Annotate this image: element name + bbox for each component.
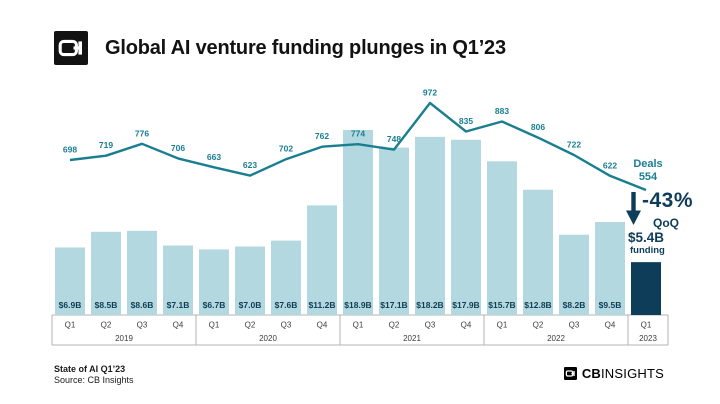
svg-text:$11.2B: $11.2B — [309, 300, 336, 310]
svg-text:2020: 2020 — [259, 334, 277, 343]
svg-text:$8.6B: $8.6B — [131, 300, 154, 310]
svg-text:$18.2B: $18.2B — [416, 300, 443, 310]
svg-text:Q2: Q2 — [101, 321, 112, 330]
pct-period: QoQ — [653, 216, 679, 230]
source-line: Source: CB Insights — [54, 374, 134, 385]
svg-text:Q1: Q1 — [209, 321, 220, 330]
header: Global AI venture funding plunges in Q1’… — [54, 31, 506, 65]
footer-source-block: State of AI Q1’23 Source: CB Insights — [54, 364, 134, 385]
svg-text:Q2: Q2 — [533, 321, 544, 330]
funding-bar — [523, 189, 553, 315]
svg-text:Q4: Q4 — [317, 321, 328, 330]
svg-text:Q3: Q3 — [137, 321, 148, 330]
funding-bar — [559, 234, 589, 315]
svg-text:806: 806 — [531, 122, 545, 132]
svg-text:$18.9B: $18.9B — [344, 300, 371, 310]
svg-text:722: 722 — [567, 140, 581, 150]
svg-text:$8.5B: $8.5B — [95, 300, 118, 310]
svg-text:835: 835 — [459, 116, 473, 126]
svg-text:776: 776 — [135, 128, 149, 138]
brand-insights: INSIGHTS — [601, 366, 664, 381]
svg-text:762: 762 — [315, 131, 329, 141]
svg-text:663: 663 — [207, 152, 221, 162]
svg-text:2021: 2021 — [403, 334, 421, 343]
svg-text:972: 972 — [423, 88, 437, 98]
funding-bar — [379, 147, 409, 315]
cb-insights-wordmark: CBINSIGHTS — [563, 366, 664, 381]
svg-text:$7.0B: $7.0B — [239, 300, 262, 310]
funding-bar — [127, 230, 157, 315]
funding-bar — [271, 240, 301, 315]
svg-text:622: 622 — [603, 160, 617, 170]
svg-text:698: 698 — [63, 145, 77, 155]
svg-text:Q3: Q3 — [281, 321, 292, 330]
funding-bar — [487, 161, 517, 315]
svg-text:748: 748 — [387, 134, 401, 144]
svg-text:Q2: Q2 — [245, 321, 256, 330]
svg-text:2023: 2023 — [639, 334, 657, 343]
svg-text:883: 883 — [495, 106, 509, 116]
cb-insights-mark-icon — [563, 367, 577, 380]
down-arrow-icon — [626, 192, 641, 225]
x-axis-table: Q1 Q2 Q3 Q4 Q1 Q2 Q3 Q4 Q1 Q2 Q3 Q4 Q1 Q2 Q3 Q4 Q1 2019 20… — [51, 314, 669, 346]
report-name: State of AI Q1’23 — [54, 364, 126, 374]
svg-text:Q1: Q1 — [497, 321, 508, 330]
funding-bar — [91, 231, 121, 315]
deals-word: Deals — [633, 158, 663, 170]
funding-word: funding — [630, 245, 665, 256]
svg-text:Q4: Q4 — [461, 321, 472, 330]
svg-text:$7.6B: $7.6B — [275, 300, 298, 310]
funding-value: $5.4B — [628, 230, 665, 245]
svg-text:$17.1B: $17.1B — [380, 300, 407, 310]
svg-text:Q3: Q3 — [569, 321, 580, 330]
svg-text:$17.9B: $17.9B — [452, 300, 479, 310]
svg-text:Q2: Q2 — [389, 321, 400, 330]
svg-text:2022: 2022 — [547, 334, 565, 343]
deals-line — [69, 101, 647, 192]
svg-text:$9.5B: $9.5B — [599, 300, 622, 310]
svg-text:Q4: Q4 — [173, 321, 184, 330]
svg-text:Q1: Q1 — [641, 321, 652, 330]
svg-text:774: 774 — [351, 129, 365, 139]
funding-bar — [307, 205, 337, 315]
funding-bar — [595, 222, 625, 315]
brand-cb: CB — [581, 366, 601, 381]
svg-text:702: 702 — [279, 144, 293, 154]
deals-value: 554 — [638, 171, 658, 183]
pct-change: -43% — [642, 189, 694, 212]
svg-text:$8.2B: $8.2B — [563, 300, 586, 310]
svg-text:Q1: Q1 — [65, 321, 76, 330]
svg-text:$6.9B: $6.9B — [59, 300, 82, 310]
funding-bar — [415, 136, 445, 315]
funding-bar — [343, 130, 373, 315]
svg-text:Q4: Q4 — [605, 321, 616, 330]
svg-text:623: 623 — [243, 160, 257, 170]
svg-text:706: 706 — [171, 143, 185, 153]
deals-annotation: Deals 554 — [624, 158, 672, 184]
svg-text:Q3: Q3 — [425, 321, 436, 330]
svg-text:$15.7B: $15.7B — [488, 300, 515, 310]
svg-text:$6.7B: $6.7B — [203, 300, 226, 310]
funding-bar — [631, 262, 661, 315]
chart-title: Global AI venture funding plunges in Q1’… — [105, 36, 506, 59]
cb-insights-logo-icon — [54, 31, 88, 65]
funding-bar — [163, 245, 193, 315]
funding-bars: $6.9B $8.5B $8.6B $7.1B $6.7B $7.0B $7.6B $11.2… — [55, 130, 661, 315]
svg-text:$7.1B: $7.1B — [167, 300, 190, 310]
svg-text:$12.8B: $12.8B — [524, 300, 551, 310]
funding-bar — [451, 139, 481, 315]
funding-bar — [199, 249, 229, 315]
svg-text:Q1: Q1 — [353, 321, 364, 330]
funding-bar — [55, 247, 85, 315]
svg-text:2019: 2019 — [115, 334, 133, 343]
svg-text:719: 719 — [99, 140, 113, 150]
funding-bar — [235, 246, 265, 315]
